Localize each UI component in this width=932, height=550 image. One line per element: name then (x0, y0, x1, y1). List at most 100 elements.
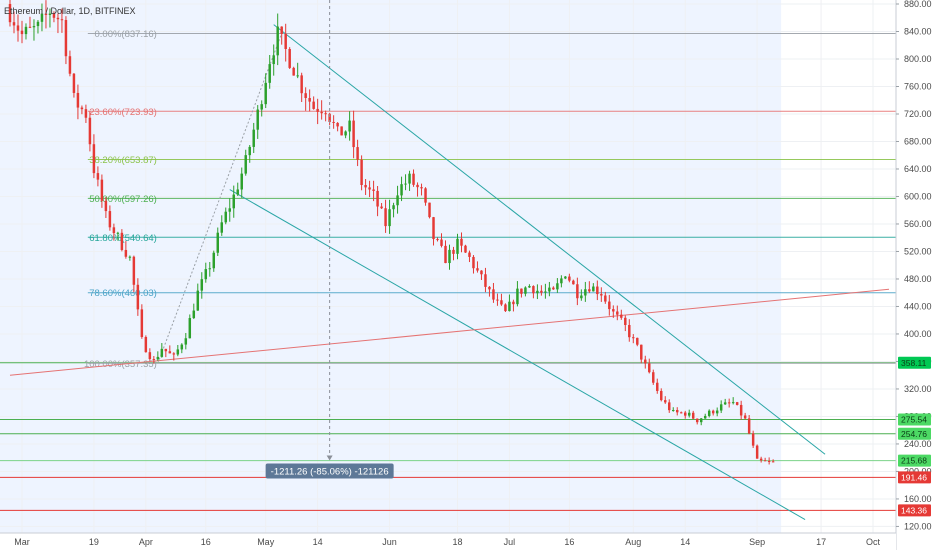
candle-body (260, 104, 263, 110)
candle-body (420, 187, 423, 189)
candle-body (128, 256, 132, 258)
measure-label: -1211.26 (-85.06%) -121126 (271, 466, 389, 477)
candle-body (560, 278, 563, 284)
candle-body (767, 460, 771, 462)
candle-body (364, 184, 367, 188)
candle-body (140, 309, 144, 338)
candle-body (440, 239, 443, 246)
candle-body (252, 129, 255, 147)
candle-body (456, 238, 459, 254)
candle-body (340, 126, 343, 136)
candle-body (120, 232, 124, 250)
time-tick-label: Aug (625, 537, 641, 547)
candle-body (691, 412, 695, 419)
candle-body (200, 279, 204, 291)
price-tick-label: 560.00 (904, 219, 932, 229)
candle-body (272, 55, 275, 65)
candle-body (755, 445, 759, 459)
time-tick-label: 14 (680, 537, 690, 547)
candle-body (312, 101, 315, 109)
candle-body (196, 290, 200, 311)
trend-lines[interactable] (9, 24, 890, 520)
candle-body (360, 159, 363, 185)
candle-body (536, 290, 539, 294)
candle-body (256, 109, 259, 130)
candle-body (484, 274, 487, 287)
candle-body (604, 295, 607, 302)
candle-body (204, 269, 208, 280)
fib-connector (157, 33, 283, 364)
price-tag-bg (898, 454, 931, 467)
candle-body (64, 20, 68, 57)
candle-body (436, 239, 439, 241)
candle-body (56, 17, 60, 20)
candle-body (84, 109, 88, 118)
candle-body (280, 26, 283, 34)
candle-body (344, 131, 347, 136)
candle-body (743, 415, 747, 419)
price-axis[interactable]: 880.00 840.00 800.00 760.00 720.00 680.00 640.… (895, 0, 932, 550)
candle-body (68, 56, 72, 74)
candle-body (512, 301, 515, 305)
price-tick-label: 520.00 (904, 246, 932, 256)
candle-body (148, 352, 152, 360)
candle-body (699, 418, 703, 423)
candle-body (236, 189, 239, 195)
candle-body (524, 287, 527, 294)
candle-body (600, 294, 603, 296)
candle-body (751, 433, 755, 446)
candle-body (480, 270, 483, 275)
candle-body (240, 173, 243, 190)
candle-body (492, 289, 495, 300)
candle-body (412, 173, 415, 185)
time-axis[interactable]: Mar 19 Apr 16 May 14 Jun 18 Jul 16 Aug 14 Sep 17 Oct (0, 532, 896, 550)
candle-body (476, 268, 479, 271)
candle-body (444, 245, 447, 264)
candle-body (596, 286, 599, 295)
time-axis-bg (0, 533, 896, 550)
channel-line (229, 189, 806, 520)
candle-body (376, 190, 379, 207)
candle-body (676, 410, 679, 413)
candle-body (564, 276, 567, 279)
price-tick-label: 880.00 (904, 0, 932, 9)
candle-body (664, 400, 667, 403)
horizontal-levels[interactable] (0, 362, 896, 511)
candle-body (44, 13, 48, 15)
candle-body (20, 30, 24, 35)
price-tag-bg (898, 504, 931, 517)
candle-body (648, 363, 651, 373)
price-tick-label: 760.00 (904, 81, 932, 91)
price-tag-bg (898, 413, 931, 426)
candle-body (679, 412, 683, 414)
candle-body (731, 402, 735, 404)
candlestick-series (8, 0, 775, 465)
candle-body (124, 249, 128, 257)
fib-level-label: 0.00%(837.16) (95, 29, 157, 40)
shaded-range (0, 0, 782, 533)
candle-body (727, 402, 731, 404)
candle-body (264, 82, 267, 105)
candle-body (739, 404, 743, 416)
price-tick-label: 320.00 (904, 384, 932, 394)
candle-body (144, 337, 148, 353)
price-tag: 191.46 (898, 471, 931, 484)
candle-body (396, 195, 399, 206)
price-tick-label: 240.00 (904, 439, 932, 449)
price-tick-label: 720.00 (904, 109, 932, 119)
candle-body (248, 146, 251, 156)
time-tick-label: 18 (452, 537, 462, 547)
candle-body (176, 349, 180, 355)
candle-body (164, 348, 168, 352)
candle-body (592, 286, 595, 292)
price-tag: 254.76 (898, 427, 931, 440)
candle-body (296, 75, 299, 77)
candle-body (24, 26, 28, 35)
measure-label-bg (265, 463, 394, 479)
candle-body (36, 21, 40, 27)
price-tick-label: 840.00 (904, 26, 932, 36)
candle-body (320, 111, 323, 114)
measure-tool[interactable]: -1211.26 (-85.06%) -121126 (265, 463, 394, 479)
price-tag: 143.36 (898, 504, 931, 517)
